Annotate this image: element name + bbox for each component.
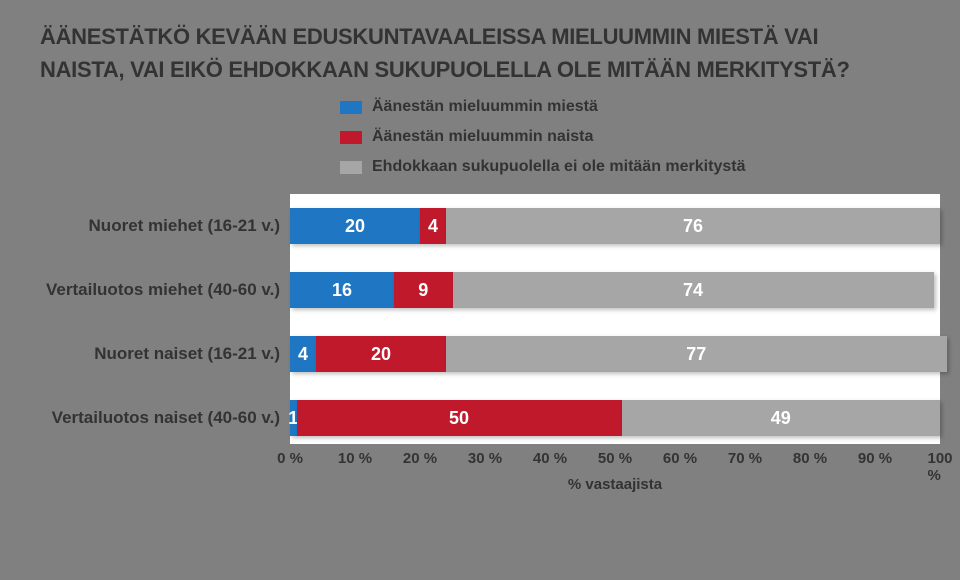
bar-value-label: 20 (371, 344, 391, 365)
title-line-2: naista, vai eikö ehdokkaan sukupuolella … (40, 57, 850, 82)
legend-label: Äänestän mieluummin naista (372, 128, 593, 146)
chart-container: Äänestätkö kevään eduskuntavaaleissa mie… (0, 0, 960, 580)
bar-value-label: 77 (686, 344, 706, 365)
category-label: Nuoret naiset (16-21 v.) (30, 344, 280, 364)
bar-segment: 20 (316, 336, 446, 372)
legend-item: Äänestän mieluummin naista (340, 128, 930, 146)
bar-segment: 4 (420, 208, 446, 244)
legend-label: Äänestän mieluummin miestä (372, 98, 598, 116)
bar-value-label: 20 (345, 216, 365, 237)
category-label: Vertailuotos miehet (40-60 v.) (30, 280, 280, 300)
bar-value-label: 76 (683, 216, 703, 237)
bar-row: 4 20 77 (290, 336, 947, 372)
bar-segment: 76 (446, 208, 940, 244)
legend-item: Ehdokkaan sukupuolella ei ole mitään mer… (340, 158, 930, 176)
x-tick-label: 70 % (728, 450, 762, 467)
bars-layer: 20476169744207715049 (290, 194, 940, 444)
bar-segment: 9 (394, 272, 453, 308)
bar-row: 16 9 74 (290, 272, 934, 308)
x-tick-label: 10 % (338, 450, 372, 467)
x-tick-label: 40 % (533, 450, 567, 467)
bar-value-label: 50 (449, 408, 469, 429)
x-tick-label: 60 % (663, 450, 697, 467)
x-tick-label: 50 % (598, 450, 632, 467)
x-tick-label: 80 % (793, 450, 827, 467)
x-tick-label: 20 % (403, 450, 437, 467)
bar-segment: 74 (453, 272, 934, 308)
bar-value-label: 49 (771, 408, 791, 429)
x-tick-label: 30 % (468, 450, 502, 467)
bar-value-label: 16 (332, 280, 352, 301)
bar-value-label: 9 (418, 280, 428, 301)
bar-segment: 50 (297, 400, 622, 436)
legend-item: Äänestän mieluummin miestä (340, 98, 930, 116)
title-line-1: Äänestätkö kevään eduskuntavaaleissa mie… (40, 24, 818, 49)
bar-segment: 49 (622, 400, 941, 436)
chart-title: Äänestätkö kevään eduskuntavaaleissa mie… (40, 20, 930, 86)
legend-swatch (340, 161, 362, 174)
x-tick-label: 90 % (858, 450, 892, 467)
bar-value-label: 4 (298, 344, 308, 365)
bar-segment: 4 (290, 336, 316, 372)
x-tick-label: 0 % (277, 450, 303, 467)
legend-label: Ehdokkaan sukupuolella ei ole mitään mer… (372, 158, 745, 176)
bar-segment: 20 (290, 208, 420, 244)
category-label: Nuoret miehet (16-21 v.) (30, 216, 280, 236)
bar-row: 15049 (290, 400, 940, 436)
bar-segment: 16 (290, 272, 394, 308)
plot-area: 20476169744207715049 (290, 194, 940, 444)
bar-value-label: 4 (428, 216, 438, 237)
legend-swatch (340, 101, 362, 114)
x-tick-label: 100 % (927, 450, 952, 484)
bar-row: 20 4 76 (290, 208, 940, 244)
category-label: Vertailuotos naiset (40-60 v.) (30, 408, 280, 428)
x-axis-title: % vastaajista (568, 476, 662, 493)
legend-swatch (340, 131, 362, 144)
legend: Äänestän mieluummin miestä Äänestän mielu… (340, 98, 930, 176)
bar-value-label: 74 (683, 280, 703, 301)
bar-segment: 77 (446, 336, 947, 372)
